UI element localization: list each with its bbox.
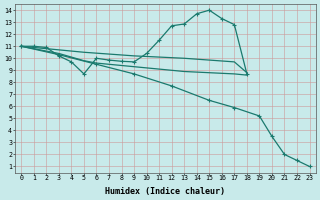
X-axis label: Humidex (Indice chaleur): Humidex (Indice chaleur) [105,187,225,196]
